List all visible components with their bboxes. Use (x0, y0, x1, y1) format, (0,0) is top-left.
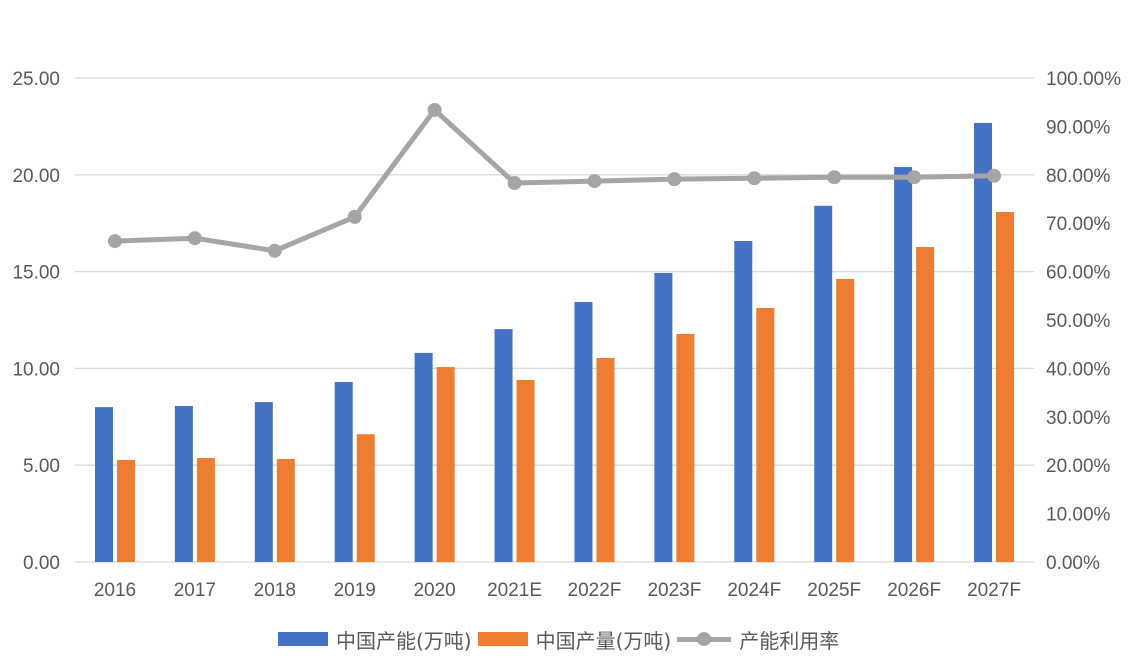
bar (516, 380, 535, 562)
x-tick-label: 2019 (334, 580, 376, 601)
bar (756, 307, 775, 562)
capacity-swatch-icon (278, 632, 328, 646)
y2-tick-label: 90.00% (1046, 117, 1111, 138)
x-tick-label: 2020 (413, 580, 455, 601)
y2-tick-label: 40.00% (1046, 359, 1111, 380)
y-axis-left: 0.00 5.00 10.00 15.00 20.00 25.00 (12, 69, 60, 574)
bar (654, 272, 673, 562)
x-tick-label: 2016 (94, 580, 136, 601)
bar (494, 329, 513, 562)
x-axis: 2016 2017 2018 2019 2020 2021E 2022F 2023F 2024F… (94, 580, 1021, 601)
line-marker (187, 231, 202, 246)
bar (276, 459, 295, 562)
y-tick-label: 0.00 (23, 553, 60, 574)
y2-tick-label: 10.00% (1046, 505, 1111, 526)
bar (334, 381, 353, 562)
bar (174, 405, 193, 562)
y2-tick-label: 0.00% (1046, 553, 1100, 574)
legend-item-capacity: 中国产能(万吨) (278, 625, 472, 654)
bar (894, 167, 913, 562)
legend-label: 中国产量(万吨) (535, 628, 672, 653)
y2-tick-label: 50.00% (1046, 311, 1111, 332)
x-tick-label: 2025F (807, 580, 861, 601)
line-marker (907, 170, 922, 185)
utilization-line (114, 107, 995, 254)
y-tick-label: 5.00 (23, 456, 60, 477)
bar (996, 211, 1015, 563)
y-tick-label: 20.00 (12, 166, 60, 187)
y2-tick-label: 20.00% (1046, 456, 1111, 477)
bar (436, 367, 455, 562)
bar (196, 458, 215, 562)
line-series (107, 102, 1002, 258)
line-marker (987, 168, 1002, 183)
bar (676, 333, 695, 562)
bar (974, 122, 993, 563)
bar (116, 459, 135, 562)
bar (734, 241, 753, 562)
x-tick-label: 2017 (174, 580, 216, 601)
legend-label: 中国产能(万吨) (336, 628, 472, 653)
bar (916, 247, 935, 562)
y-axis-right: 0.00% 10.00% 20.00% 30.00% 40.00% 50.00% 60.00… (1046, 69, 1121, 574)
y-tick-label: 25.00 (12, 69, 60, 90)
bar (574, 301, 593, 562)
x-tick-label: 2024F (727, 580, 781, 601)
line-marker-icon (677, 632, 732, 646)
line-marker (347, 209, 362, 224)
x-tick-label: 2026F (887, 580, 941, 601)
y2-tick-label: 70.00% (1046, 214, 1111, 235)
legend-item-output: 中国产量(万吨) (477, 625, 672, 654)
gridlines (75, 77, 1034, 563)
bar (596, 357, 615, 562)
bar (814, 205, 833, 562)
line-marker (747, 171, 762, 186)
line-marker (507, 176, 522, 191)
y-tick-label: 10.00 (12, 359, 60, 380)
line-marker (827, 170, 842, 185)
line-marker (267, 243, 282, 258)
x-tick-label: 2023F (647, 580, 701, 601)
output-swatch-icon (477, 632, 528, 646)
x-tick-label: 2018 (254, 580, 296, 601)
x-tick-label: 2027F (967, 580, 1021, 601)
bar (356, 434, 375, 562)
y2-tick-label: 80.00% (1046, 166, 1111, 187)
x-tick-label: 2021E (487, 580, 542, 601)
bar-series (94, 122, 1015, 563)
legend: 中国产能(万吨) 中国产量(万吨) 产能利用率 (278, 624, 845, 654)
y2-tick-label: 30.00% (1046, 408, 1111, 429)
line-marker (667, 172, 682, 187)
x-tick-label: 2022F (568, 580, 622, 601)
line-marker (107, 234, 122, 249)
line-marker (587, 174, 602, 189)
bar (94, 407, 113, 562)
legend-label: 产能利用率 (739, 628, 840, 653)
bar (836, 278, 855, 562)
y2-tick-label: 60.00% (1046, 263, 1111, 284)
bar (414, 352, 433, 562)
line-marker (427, 102, 442, 117)
bar (254, 402, 273, 562)
y-tick-label: 15.00 (12, 263, 60, 284)
y2-tick-label: 100.00% (1046, 69, 1121, 90)
legend-item-utilization: 产能利用率 (677, 625, 839, 654)
